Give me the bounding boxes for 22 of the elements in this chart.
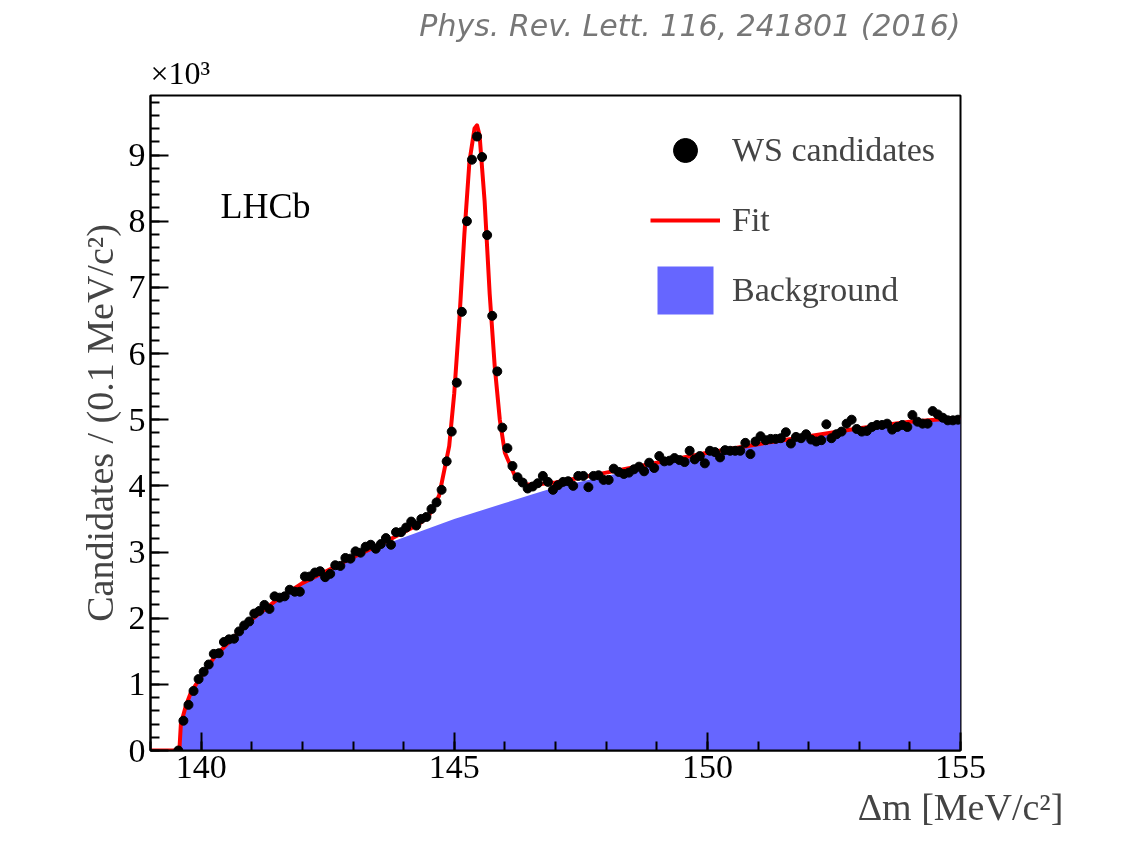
text: Phys. Rev. Lett. 116, 241801 (2016) xyxy=(419,7,961,43)
y-tick-label: 0 xyxy=(128,731,146,769)
annotation: LHCb xyxy=(220,185,311,226)
y-axis-title: Candidates / (0.1 MeV/c²) xyxy=(78,224,122,622)
text: ×10³ xyxy=(150,54,211,91)
y-tick-label: 4 xyxy=(128,466,146,504)
x-tick-label: 140 xyxy=(175,747,227,785)
y-tick-label: 8 xyxy=(128,202,146,240)
legend-label: WS candidates xyxy=(732,131,935,169)
y-tick-label: 6 xyxy=(128,334,146,372)
y-tick-label: 1 xyxy=(128,665,146,703)
legend-label: Fit xyxy=(732,201,770,239)
legend-label: Background xyxy=(732,271,899,309)
y-tick-label: 5 xyxy=(128,400,146,438)
x-axis-title: Δm [MeV/c²] xyxy=(857,785,1064,828)
y-tick-label: 2 xyxy=(128,599,146,637)
x-tick-label: 150 xyxy=(681,747,733,785)
y-tick-label: 9 xyxy=(128,136,146,174)
x-tick-label: 145 xyxy=(428,747,480,785)
y-tick-label: 7 xyxy=(128,268,146,306)
y-tick-label: 3 xyxy=(128,533,146,571)
x-tick-label: 155 xyxy=(935,747,986,785)
